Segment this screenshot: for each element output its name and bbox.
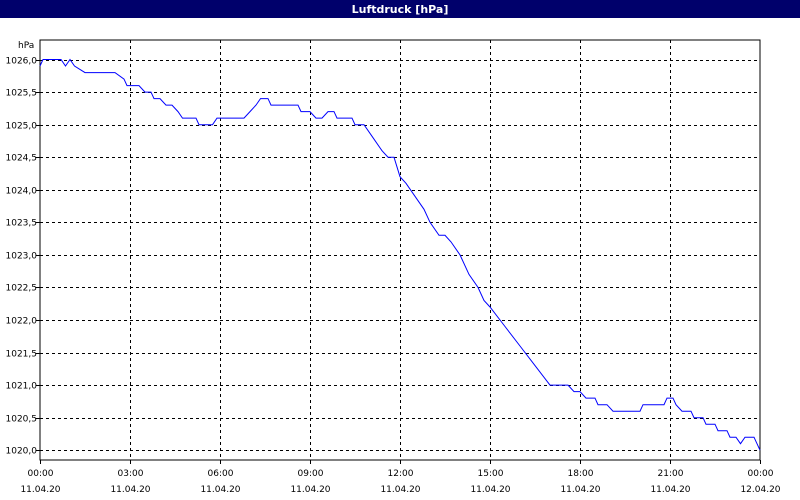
y-tick-label: 1024,5: [6, 154, 38, 164]
x-tick-date-label: 11.04.20: [560, 485, 600, 495]
y-tick-label: 1023,5: [6, 219, 38, 229]
x-tick-time-label: 21:00: [658, 469, 684, 479]
y-tick-label: 1020,5: [6, 415, 38, 425]
x-tick-time-label: 12:00: [388, 469, 414, 479]
x-tick-time-label: 03:00: [118, 469, 144, 479]
x-tick-date-label: 11.04.20: [290, 485, 330, 495]
x-tick-date-label: 11.04.20: [380, 485, 420, 495]
x-tick-time-label: 00:00: [748, 469, 774, 479]
x-tick-date-label: 11.04.20: [650, 485, 690, 495]
x-tick-time-label: 15:00: [478, 469, 504, 479]
y-tick-label: 1021,5: [6, 350, 38, 360]
y-tick-label: 1022,5: [6, 284, 38, 294]
y-unit-label: hPa: [18, 41, 34, 51]
y-tick-label: 1021,0: [6, 382, 38, 392]
y-tick-label: 1022,0: [6, 317, 38, 327]
x-tick-date-label: 11.04.20: [20, 485, 60, 495]
y-tick-label: 1025,5: [6, 89, 38, 99]
x-tick-time-label: 00:00: [28, 469, 54, 479]
y-tick-label: 1020,0: [6, 447, 38, 457]
y-tick-label: 1026,0: [6, 57, 38, 67]
x-tick-time-label: 09:00: [298, 469, 324, 479]
x-tick-date-label: 11.04.20: [470, 485, 510, 495]
y-tick-label: 1023,0: [6, 252, 38, 262]
x-tick-date-label: 11.04.20: [200, 485, 240, 495]
pressure-series-line: [39, 58, 761, 451]
x-tick-time-label: 18:00: [568, 469, 594, 479]
x-tick-date-label: 12.04.20: [740, 485, 780, 495]
y-tick-label: 1024,0: [6, 187, 38, 197]
y-tick-label: 1025,0: [6, 122, 38, 132]
x-tick-time-label: 06:00: [208, 469, 234, 479]
chart-title: Luftdruck [hPa]: [0, 0, 800, 18]
x-tick-date-label: 11.04.20: [110, 485, 150, 495]
